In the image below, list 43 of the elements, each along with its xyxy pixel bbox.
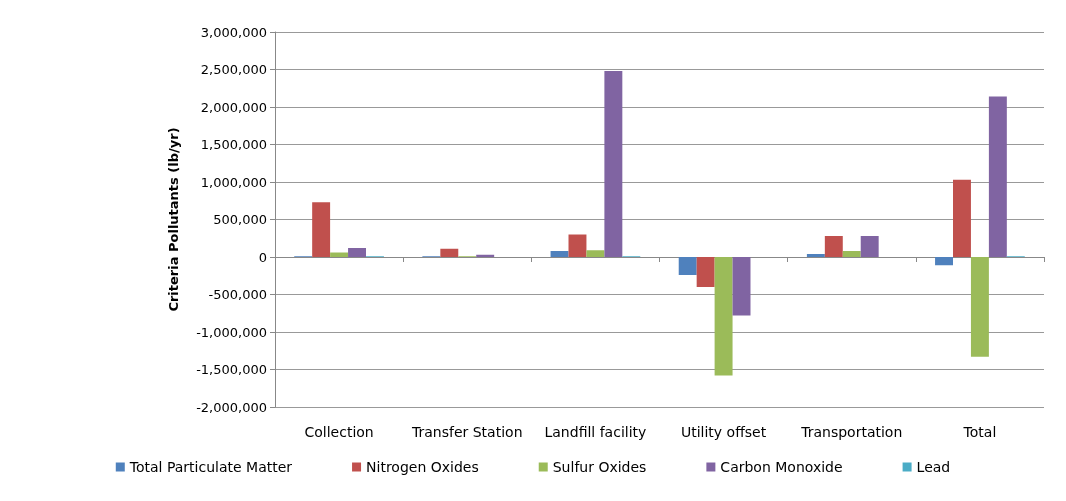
bar xyxy=(604,71,623,257)
bar xyxy=(935,257,953,266)
bar xyxy=(970,257,989,357)
y-tick-label: 2,000,000 xyxy=(200,99,267,115)
bar xyxy=(860,236,879,257)
bar xyxy=(440,248,459,257)
legend-label: Lead xyxy=(916,459,951,475)
bar xyxy=(842,251,861,257)
y-axis-title: Criteria Pollutants (lb/yr) xyxy=(166,127,181,312)
bar xyxy=(696,257,715,287)
bar xyxy=(953,179,971,257)
bar xyxy=(568,234,587,257)
bar xyxy=(806,254,825,257)
bar xyxy=(714,257,733,376)
x-tick-label: Utility offset xyxy=(680,424,767,440)
y-tick-label: 1,000,000 xyxy=(200,174,267,190)
legend-label: Nitrogen Oxides xyxy=(366,459,479,475)
bar xyxy=(312,202,331,257)
bar xyxy=(988,96,1007,257)
bar xyxy=(476,254,495,257)
legend-label: Carbon Monoxide xyxy=(720,459,843,475)
bar xyxy=(550,251,569,257)
bar xyxy=(348,248,366,257)
y-tick-label: -1,000,000 xyxy=(196,324,267,340)
bar xyxy=(824,236,843,257)
y-tick-label: -500,000 xyxy=(208,287,267,302)
x-tick-label: Total xyxy=(962,424,997,440)
legend-label: Sulfur Oxides xyxy=(552,459,647,475)
bar xyxy=(678,257,697,275)
y-tick-label: 2,500,000 xyxy=(200,62,267,77)
y-tick-label: 1,500,000 xyxy=(200,137,267,152)
y-tick-label: 0 xyxy=(258,249,267,265)
bar xyxy=(732,257,751,316)
x-tick-label: Landfill facility xyxy=(544,424,647,440)
y-tick-label: -2,000,000 xyxy=(196,399,267,415)
y-tick-label: 3,000,000 xyxy=(200,24,267,40)
bar xyxy=(586,250,605,257)
x-tick-label: Collection xyxy=(304,424,374,440)
x-tick-label: Transportation xyxy=(800,424,903,440)
y-tick-label: -1,500,000 xyxy=(196,362,267,377)
legend-label: Total Particulate Matter xyxy=(128,459,293,475)
x-tick-label: Transfer Station xyxy=(410,424,523,440)
y-tick-label: 500,000 xyxy=(213,212,267,227)
